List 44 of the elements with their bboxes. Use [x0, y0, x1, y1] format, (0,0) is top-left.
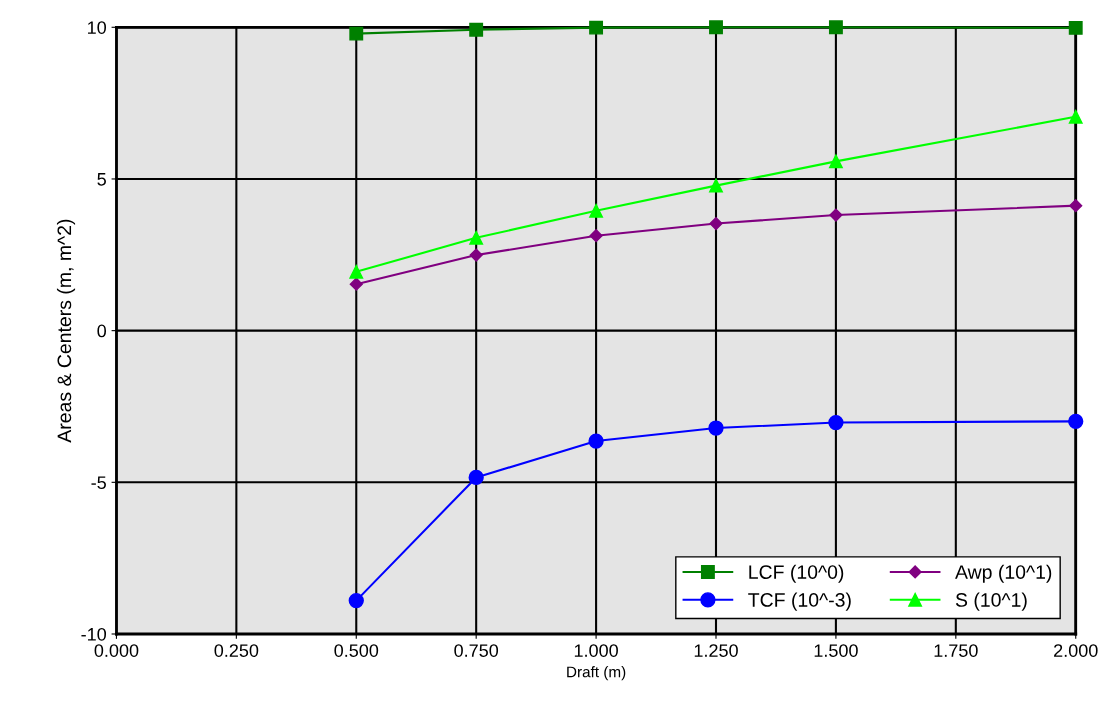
y-tick-label: -5: [91, 476, 106, 490]
x-tick-label: 1.750: [934, 644, 978, 657]
point: [828, 20, 843, 35]
y-tick-label: -10: [81, 627, 107, 641]
x-tick-label: 1.250: [694, 644, 738, 657]
point: [588, 433, 604, 449]
point: [1069, 199, 1083, 213]
x-tick-label: 1.000: [574, 644, 618, 657]
y-tick-label: 10: [88, 21, 107, 34]
x-tick-label: 0.500: [334, 644, 379, 657]
x-tick-label: 1.500: [814, 644, 858, 657]
y-tick-label: 5: [97, 173, 106, 186]
point: [589, 229, 603, 243]
legend-label: Awp (10^1): [955, 564, 1052, 583]
point: [468, 469, 484, 486]
point: [1068, 413, 1084, 429]
legend-label: TCF (10^-3): [748, 592, 851, 611]
point: [709, 20, 723, 35]
point: [709, 178, 723, 193]
y-axis-title: Areas & Centers (m, m^2): [56, 219, 76, 443]
point: [348, 592, 364, 609]
legend-label: S (10^1): [955, 592, 1027, 611]
point: [349, 277, 363, 291]
x-tick-label: 0.750: [454, 644, 499, 657]
y-tick-label: 0: [97, 324, 107, 338]
point: [828, 154, 843, 169]
point: [589, 203, 604, 218]
point: [1068, 109, 1083, 124]
x-tick-label: 0.250: [214, 644, 259, 657]
point: [709, 216, 723, 231]
point: [349, 26, 364, 41]
point: [1068, 20, 1083, 35]
x-axis-title: Draft (m): [567, 666, 626, 681]
point: [469, 230, 484, 245]
point: [349, 264, 364, 279]
point: [469, 22, 484, 37]
x-tick-label: 2.000: [1054, 644, 1098, 657]
x-tick-label: 0.000: [94, 644, 139, 657]
point: [589, 20, 604, 35]
point: [828, 414, 844, 431]
legend-label: LCF (10^0): [749, 564, 844, 583]
point: [469, 248, 483, 262]
point: [829, 208, 843, 222]
point: [708, 420, 724, 436]
